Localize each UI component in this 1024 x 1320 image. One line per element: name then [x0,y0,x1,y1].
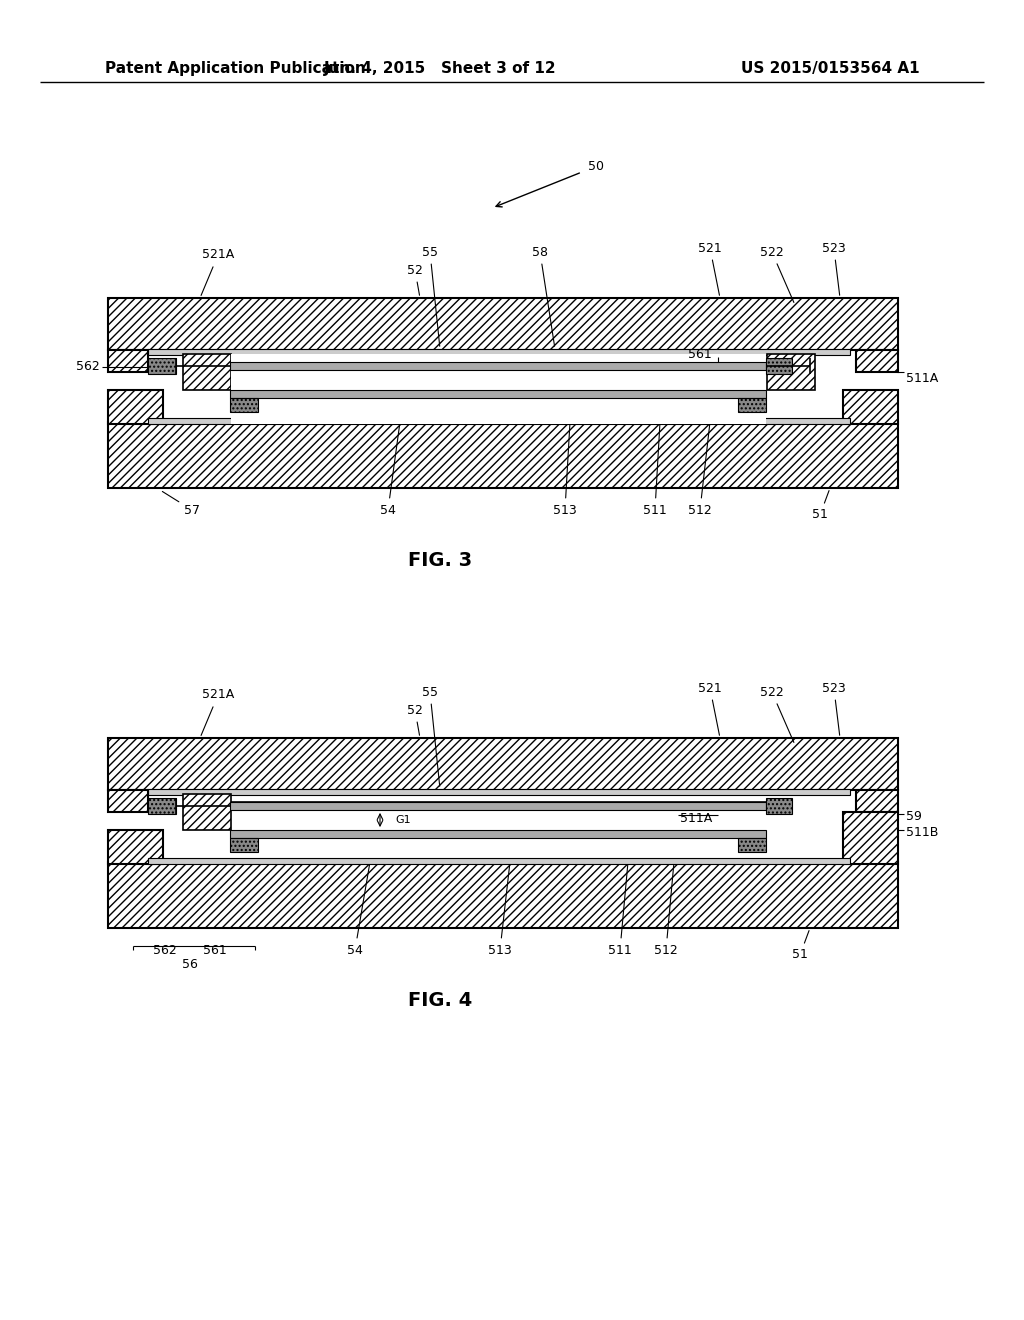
Text: 561: 561 [203,944,227,957]
Bar [148,348,850,355]
Text: 512: 512 [654,865,678,957]
Text: 511A: 511A [680,812,713,825]
Text: 511A: 511A [906,371,938,384]
Text: 50: 50 [588,161,604,173]
Bar [108,738,898,789]
Bar [108,350,148,372]
Text: 523: 523 [822,681,846,735]
Text: 513: 513 [488,865,512,957]
Text: G1: G1 [395,814,411,825]
Bar [108,298,898,350]
Bar [738,399,766,412]
Text: 562: 562 [76,360,100,374]
Bar [843,812,898,865]
Text: 54: 54 [347,865,370,957]
Bar [183,795,231,830]
Bar [766,358,792,374]
Text: 521A: 521A [201,689,234,735]
Bar [230,362,766,370]
Bar [230,830,766,838]
Bar [148,418,850,424]
Text: 55: 55 [422,685,439,787]
Text: 522: 522 [760,246,794,302]
Text: Patent Application Publication: Patent Application Publication [105,61,366,75]
Bar [108,789,148,812]
Text: 51: 51 [812,491,829,521]
Text: 511: 511 [608,865,632,957]
Text: 521: 521 [698,681,722,735]
Text: 56: 56 [182,957,198,970]
Bar [108,862,898,928]
Text: US 2015/0153564 A1: US 2015/0153564 A1 [741,61,920,75]
Bar [183,354,231,389]
Text: 51: 51 [792,931,809,961]
Text: 511B: 511B [906,825,938,838]
Bar [230,389,766,399]
Text: 513: 513 [553,425,577,516]
Text: 512: 512 [688,425,712,516]
Bar [843,389,898,424]
Text: 57: 57 [163,491,200,516]
Bar [148,858,850,865]
Text: 521A: 521A [201,248,234,296]
Text: G1: G1 [345,375,360,385]
Text: 58: 58 [532,246,555,346]
Text: 561: 561 [688,348,712,362]
Text: G2: G2 [182,809,198,818]
Bar [108,389,163,424]
Text: 562: 562 [154,944,177,957]
Text: 52: 52 [408,704,423,735]
Bar [108,830,163,865]
Text: Jun. 4, 2015   Sheet 3 of 12: Jun. 4, 2015 Sheet 3 of 12 [324,61,556,75]
Bar [148,799,176,814]
Bar [148,358,176,374]
Text: 511: 511 [643,425,667,516]
Text: FIG. 4: FIG. 4 [408,990,472,1010]
Bar [767,354,815,389]
Text: FIG. 3: FIG. 3 [408,550,472,569]
Bar [148,789,850,795]
Bar [108,422,898,488]
Text: 522: 522 [760,685,794,742]
Bar [738,838,766,851]
Bar [231,354,766,424]
Text: 55: 55 [422,246,439,346]
Bar [230,838,258,851]
Bar [856,789,898,812]
Bar [230,803,766,810]
Text: 521: 521 [698,242,722,296]
Text: 59: 59 [906,809,922,822]
Bar [856,350,898,372]
Bar [230,399,258,412]
Bar [766,799,792,814]
Text: 54: 54 [380,425,399,516]
Text: 52: 52 [408,264,423,296]
Text: 523: 523 [822,242,846,296]
